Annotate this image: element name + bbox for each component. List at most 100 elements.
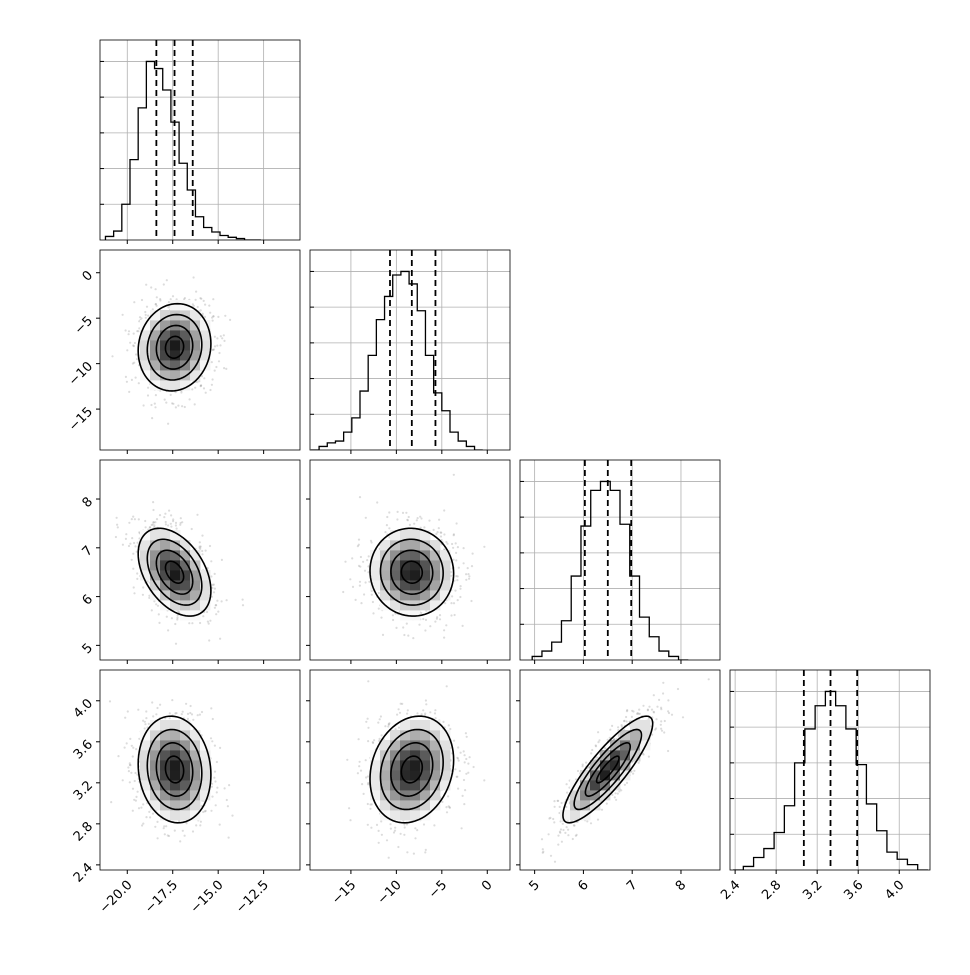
scatter-point (117, 755, 119, 757)
scatter-point (348, 807, 350, 809)
scatter-point (358, 539, 360, 541)
scatter-point (145, 710, 147, 712)
scatter-point (378, 608, 380, 610)
scatter-point (128, 770, 130, 772)
scatter-point (455, 559, 457, 561)
scatter-point (214, 370, 216, 372)
scatter-point (152, 521, 154, 523)
scatter-point (458, 567, 460, 569)
histogram-panel-p0 (100, 40, 300, 244)
scatter-point (131, 518, 133, 520)
scatter-point (242, 604, 244, 606)
scatter-point (212, 315, 214, 317)
scatter-point (357, 772, 359, 774)
scatter-point (429, 625, 431, 627)
scatter-point (212, 718, 214, 720)
scatter-point (358, 765, 360, 767)
scatter-point (483, 779, 485, 781)
scatter-point (388, 722, 390, 724)
scatter-point (447, 795, 449, 797)
scatter-point (423, 526, 425, 528)
scatter-point (140, 807, 142, 809)
scatter-point (407, 635, 409, 637)
scatter-point (195, 299, 197, 301)
scatter-point (153, 526, 155, 528)
scatter-point (392, 619, 394, 621)
scatter-point (110, 801, 112, 803)
scatter-point (134, 772, 136, 774)
scatter-point (127, 710, 129, 712)
scatter-point (129, 762, 131, 764)
scatter-point (435, 533, 437, 535)
scatter-point (132, 516, 134, 518)
scatter-point (453, 740, 455, 742)
scatter-point (212, 584, 214, 586)
scatter-point (377, 722, 379, 724)
scatter-point (436, 616, 438, 618)
scatter-point (165, 521, 167, 523)
scatter-point (425, 619, 427, 621)
scatter-point (359, 496, 361, 498)
scatter-point (212, 378, 214, 380)
scatter-point (129, 342, 131, 344)
scatter-point (176, 528, 178, 530)
scatter-point (159, 704, 161, 706)
density-cell (430, 760, 440, 770)
scatter-point (367, 824, 369, 826)
scatter-point (146, 306, 148, 308)
scatter-point (166, 616, 168, 618)
scatter-point (468, 578, 470, 580)
scatter-point (184, 297, 186, 299)
density-cell (180, 540, 190, 550)
scatter-point (227, 805, 229, 807)
scatter-point (371, 594, 373, 596)
scatter-point (171, 402, 173, 404)
scatter-point (441, 801, 443, 803)
scatter-point (145, 317, 147, 319)
scatter-point (214, 607, 216, 609)
density-cell (170, 580, 180, 590)
scatter-point (451, 543, 453, 545)
scatter-point (193, 276, 195, 278)
density-cell (180, 720, 190, 730)
scatter-point (131, 745, 133, 747)
scatter-point (200, 546, 202, 548)
scatter-point (352, 586, 354, 588)
density-cell (170, 330, 180, 340)
scatter-point (180, 391, 182, 393)
scatter-point (459, 596, 461, 598)
scatter-point (459, 588, 461, 590)
scatter-point (425, 703, 427, 705)
pair-panel-p1-p2 (306, 460, 510, 664)
density-cell (410, 740, 420, 750)
scatter-point (242, 599, 244, 601)
scatter-point (366, 559, 368, 561)
scatter-point (444, 602, 446, 604)
scatter-point (209, 620, 211, 622)
scatter-point (367, 803, 369, 805)
scatter-point (417, 517, 419, 519)
scatter-point (133, 592, 135, 594)
scatter-point (468, 575, 470, 577)
scatter-point (228, 784, 230, 786)
scatter-point (145, 526, 147, 528)
scatter-point (342, 591, 344, 593)
scatter-point (370, 827, 372, 829)
density-cell (190, 800, 200, 810)
scatter-point (467, 573, 469, 575)
scatter-point (416, 829, 418, 831)
scatter-point (164, 833, 166, 835)
scatter-point (154, 826, 156, 828)
scatter-point (165, 523, 167, 525)
scatter-point (224, 315, 226, 317)
scatter-point (133, 542, 135, 544)
scatter-point (187, 713, 189, 715)
scatter-point (422, 709, 424, 711)
scatter-point (168, 301, 170, 303)
scatter-point (136, 578, 138, 580)
scatter-point (465, 773, 467, 775)
scatter-point (450, 614, 452, 616)
scatter-point (151, 701, 153, 703)
density-cell (150, 800, 160, 810)
scatter-point (132, 553, 134, 555)
